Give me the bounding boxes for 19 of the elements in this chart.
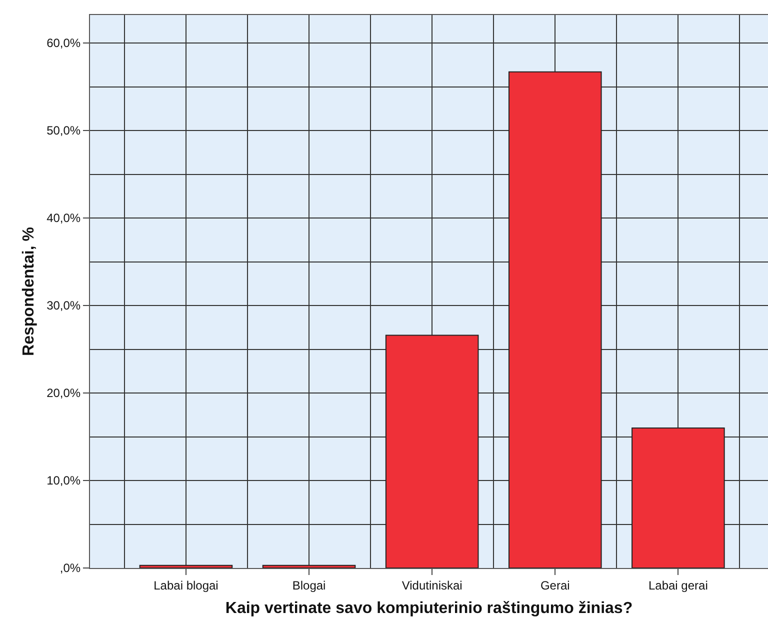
x-tick-label: Labai gerai (648, 578, 708, 592)
y-tick-label: 20,0% (46, 386, 81, 400)
bar (508, 71, 602, 568)
y-tick-label: 10,0% (46, 474, 81, 488)
bar (139, 564, 233, 568)
y-tick-label: ,0% (60, 561, 81, 576)
y-axis-title: Respondentai, % (20, 227, 38, 356)
y-tick-label: 40,0% (46, 211, 81, 226)
x-tick-label: Labai blogai (154, 578, 218, 592)
bar (385, 334, 479, 568)
y-tick-label: 60,0% (46, 36, 81, 50)
x-tick-label: Blogai (292, 578, 326, 592)
bar (632, 428, 725, 568)
bar (262, 564, 356, 568)
x-tick-label: Gerai (540, 578, 570, 592)
x-tick-label: Vidutiniskai (402, 578, 462, 592)
x-axis-title: Kaip vertinate savo kompiuterinio raštingumo žinias? (225, 600, 633, 618)
y-tick-label: 50,0% (46, 124, 81, 138)
y-tick-label: 30,0% (46, 298, 81, 313)
